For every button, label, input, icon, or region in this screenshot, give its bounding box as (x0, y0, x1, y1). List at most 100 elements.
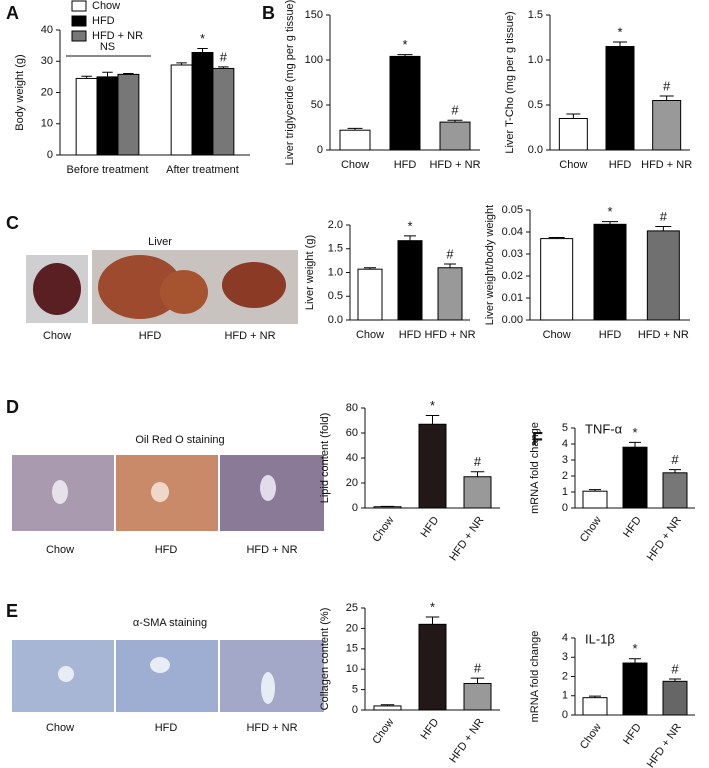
y-tick-label: 10 (41, 118, 53, 130)
y-tick-label: 1.5 (528, 9, 543, 21)
chart-title: TNF-α (585, 421, 623, 436)
bar (418, 423, 447, 509)
legend-label: HFD (92, 15, 115, 27)
error-bar (176, 62, 187, 65)
y-tick-label: 20 (346, 622, 358, 634)
legend-label: HFD + NR (92, 30, 143, 42)
y-tick-label: 3 (562, 454, 568, 466)
error-bar (347, 127, 363, 131)
y-tick-label: 40 (346, 452, 358, 464)
bar (662, 680, 688, 716)
y-tick-label: 5 (352, 684, 358, 696)
x-tick-label: HFD (621, 721, 644, 746)
image-title: Liver (148, 236, 172, 248)
bar (558, 118, 588, 151)
y-tick-label: 0.04 (502, 226, 523, 238)
y-tick-label: 60 (346, 427, 358, 439)
significance-marker: # (474, 661, 482, 676)
bar (389, 55, 421, 151)
panel-label: C (6, 213, 19, 233)
bar (373, 705, 402, 711)
error-bar (655, 226, 672, 231)
y-tick-label: 1.0 (328, 266, 343, 278)
y-tick-label: 4 (562, 632, 568, 644)
bar (582, 490, 608, 509)
error-bar (397, 54, 413, 57)
x-tick-label: Chow (543, 329, 571, 341)
x-tick-label: HFD + NR (645, 514, 684, 563)
significance-marker: # (451, 103, 459, 118)
significance-marker: * (430, 398, 435, 413)
image-label: Chow (46, 544, 74, 556)
error-bar (123, 72, 134, 75)
y-axis-label: Lipid content (fold) (319, 413, 331, 504)
x-tick-label: HFD + NR (447, 716, 486, 765)
bar (439, 121, 471, 151)
y-tick-label: 30 (41, 55, 53, 67)
y-tick-label: 4 (562, 438, 568, 450)
significance-marker: * (607, 204, 612, 219)
significance-marker: * (632, 425, 637, 440)
annotation: NS (100, 41, 115, 53)
significance-marker: * (430, 599, 435, 614)
error-bar (602, 221, 618, 225)
x-tick-label: Chow (578, 721, 604, 751)
y-tick-label: 0 (562, 502, 568, 514)
error-bar (669, 678, 681, 682)
y-tick-label: 2.0 (328, 219, 343, 231)
y-axis-label: Body weight (g) (14, 54, 26, 130)
y-tick-label: 0.02 (502, 270, 523, 282)
bar (339, 129, 371, 151)
error-bar (197, 47, 208, 53)
y-tick-label: 0 (352, 704, 358, 716)
y-tick-label: 100 (305, 54, 323, 66)
y-axis-label: Liver weight (g) (304, 235, 316, 310)
y-tick-label: 0.01 (502, 292, 523, 304)
y-tick-label: 0.0 (528, 144, 543, 156)
x-tick-label: HFD + NR (641, 159, 692, 171)
liver-photos (26, 250, 298, 324)
y-tick-label: 80 (346, 402, 358, 414)
y-tick-label: 2 (562, 670, 568, 682)
x-tick-label: HFD (599, 329, 622, 341)
error-bar (425, 415, 440, 425)
error-bar (659, 95, 674, 101)
y-tick-label: 0 (562, 709, 568, 721)
error-bar (470, 677, 485, 684)
y-tick-label: 0 (47, 149, 53, 161)
oil-red-photos (12, 455, 324, 531)
error-bar (470, 471, 485, 477)
bar (652, 100, 682, 151)
x-tick-label: Chow (356, 329, 384, 341)
bar (418, 623, 447, 711)
bar (357, 268, 383, 321)
significance-marker: * (617, 24, 622, 39)
significance-marker: # (660, 209, 668, 224)
y-tick-label: 15 (346, 643, 358, 655)
y-tick-label: 3 (562, 651, 568, 663)
error-bar (380, 704, 395, 706)
y-tick-label: 5 (562, 422, 568, 434)
panel-label: B (262, 3, 275, 23)
bar (622, 446, 648, 509)
bar (191, 52, 214, 156)
y-tick-label: 0.5 (528, 99, 543, 111)
x-tick-label: Chow (578, 514, 604, 544)
error-bar (425, 616, 440, 625)
x-tick-label: Chow (370, 716, 396, 746)
y-axis-label: Liver T-Cho (mg per g tissue) (504, 11, 516, 153)
y-tick-label: 0.00 (502, 314, 523, 326)
significance-marker: # (446, 246, 454, 261)
bar (463, 682, 492, 711)
y-tick-label: 1.0 (528, 54, 543, 66)
significance-marker: * (407, 218, 412, 233)
significance-marker: # (671, 452, 679, 467)
x-tick-label: HFD + NR (645, 721, 684, 768)
error-bar (589, 489, 601, 492)
y-axis-label: Liver triglyceride (mg per g tissue) (284, 0, 296, 165)
image-label: HFD (139, 330, 162, 342)
x-tick-label: Chow (341, 159, 369, 171)
x-tick-label: Before treatment (67, 164, 149, 176)
y-tick-label: 2 (562, 470, 568, 482)
